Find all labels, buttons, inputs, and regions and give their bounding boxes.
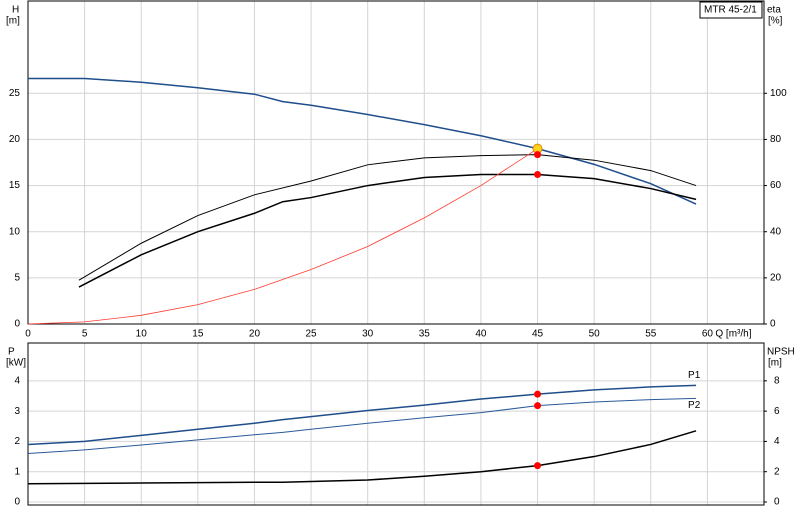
x-tick-label: 45 xyxy=(532,329,544,340)
plot-area xyxy=(28,343,764,505)
curve xyxy=(28,77,697,205)
y2-axis-label: eta xyxy=(767,5,781,16)
x-tick-label: 20 xyxy=(249,329,261,340)
y-tick-label: 3 xyxy=(14,406,20,417)
curve xyxy=(27,397,697,455)
legend-box xyxy=(699,1,763,19)
curve xyxy=(27,148,538,325)
x-tick-label: 25 xyxy=(306,329,318,340)
y-tick-label: 1 xyxy=(14,466,20,477)
x-tick-label: 0 xyxy=(25,329,31,340)
duty-point xyxy=(534,151,542,159)
y-tick-label: 0 xyxy=(14,319,20,330)
x-tick-label: 5 xyxy=(82,329,88,340)
y-tick-label: 10 xyxy=(9,226,21,237)
y2-tick-label: 20 xyxy=(770,272,782,283)
y2-tick-label: 100 xyxy=(770,88,787,99)
x-tick-label: 50 xyxy=(589,329,601,340)
duty-point xyxy=(534,462,542,470)
x-axis-label: Q [m³/h] xyxy=(715,329,751,340)
y2-axis-unit: [m] xyxy=(768,358,782,369)
y-tick-label: 15 xyxy=(9,180,21,191)
series-label: P1 xyxy=(688,370,701,381)
x-tick-label: 55 xyxy=(645,329,657,340)
y2-tick-label: 4 xyxy=(774,436,780,447)
duty-point xyxy=(534,390,542,398)
y2-tick-label: 0 xyxy=(774,497,780,508)
y2-axis-unit: [%] xyxy=(768,16,783,27)
duty-point xyxy=(534,170,542,178)
y2-tick-label: 0 xyxy=(770,319,776,330)
x-tick-label: 40 xyxy=(475,329,487,340)
legend-text: MTR 45-2/1 xyxy=(704,5,757,16)
y2-tick-label: 8 xyxy=(774,375,780,386)
x-tick-label: 30 xyxy=(362,329,374,340)
y-tick-label: 5 xyxy=(14,272,20,283)
curve xyxy=(78,154,697,281)
plot-area xyxy=(28,1,764,324)
curve xyxy=(78,173,697,288)
curve xyxy=(27,384,697,446)
y-axis-unit: [kW] xyxy=(6,358,26,369)
y2-tick-label: 60 xyxy=(770,180,782,191)
plot-frame xyxy=(27,342,765,506)
y2-axis-label: NPSH xyxy=(767,347,795,358)
series-label: P2 xyxy=(688,400,701,411)
x-tick-label: 10 xyxy=(136,329,148,340)
y-tick-label: 25 xyxy=(9,88,21,99)
y-tick-label: 20 xyxy=(9,134,21,145)
x-tick-label: 60 xyxy=(702,329,714,340)
y2-tick-label: 80 xyxy=(770,134,782,145)
y-tick-label: 2 xyxy=(14,436,20,447)
y-tick-label: 0 xyxy=(14,497,20,508)
duty-point xyxy=(534,402,542,410)
x-tick-label: 15 xyxy=(192,329,204,340)
curve xyxy=(27,430,697,485)
y-axis-unit: [m] xyxy=(6,16,20,27)
x-tick-label: 35 xyxy=(419,329,431,340)
y-axis-label: P xyxy=(8,347,15,358)
y2-tick-label: 6 xyxy=(774,406,780,417)
y-axis-label: H xyxy=(12,5,19,16)
y2-tick-label: 2 xyxy=(774,466,780,477)
plot-frame xyxy=(27,0,765,325)
y2-tick-label: 40 xyxy=(770,226,782,237)
y-tick-label: 4 xyxy=(14,375,20,386)
